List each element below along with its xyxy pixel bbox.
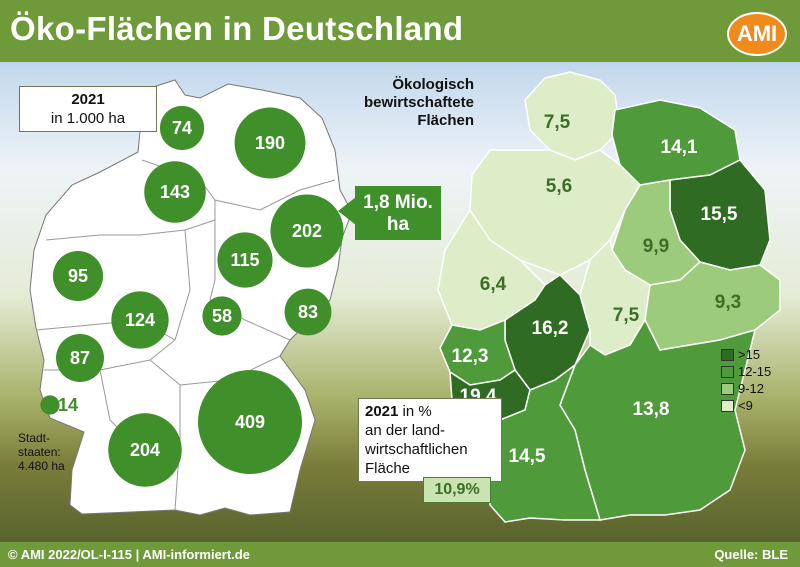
total-pointer	[338, 197, 356, 225]
bubble-12	[108, 413, 182, 487]
bubble-label-0: 74	[172, 118, 192, 138]
bubble-8	[284, 288, 332, 336]
region-label-11: 13,8	[633, 399, 670, 420]
bubble-3	[270, 194, 344, 268]
legend-swatch-3	[721, 399, 734, 412]
region-label-7: 7,5	[613, 305, 640, 326]
page-title: Öko-Flächen in Deutschland	[10, 10, 464, 47]
bubble-map-heading: 2021 in 1.000 ha	[19, 86, 157, 132]
legend-label-1: 12-15	[738, 364, 772, 379]
region-label-6: 16,2	[532, 318, 569, 339]
share-line2: an der land-	[365, 422, 446, 439]
stadtstaaten-line3: 4.480 ha	[18, 459, 65, 473]
bubble-label-5: 95	[68, 266, 88, 286]
bubble-9	[56, 334, 104, 382]
total-area-box: 1,8 Mio. ha	[355, 186, 441, 240]
bubble-label-1: 190	[255, 133, 285, 153]
region-label-8: 9,3	[715, 292, 741, 313]
legend-item-3: <9	[721, 397, 771, 414]
bubble-label-7: 58	[212, 306, 232, 326]
legend-label-2: 9-12	[738, 381, 765, 396]
legend-item-0: >15	[721, 346, 771, 363]
legend-label-0: >15	[738, 347, 761, 362]
legend-label-3: <9	[738, 398, 753, 413]
share-map-title: Ökologisch bewirtschaftete Flächen	[352, 76, 474, 130]
region-layer	[437, 71, 781, 523]
legend: >15 12-15 9-12 <9	[721, 346, 771, 414]
total-line2: ha	[386, 214, 410, 235]
region-label-5: 6,4	[480, 274, 507, 295]
share-title-line1: Ökologisch	[392, 76, 474, 93]
bubble-2	[144, 161, 206, 223]
stadtstaaten-line2: staaten:	[18, 445, 61, 459]
share-title-line2: bewirtschaftete	[363, 94, 474, 111]
bubble-label-11: 409	[235, 412, 265, 432]
share-year: 2021	[365, 403, 399, 420]
stadtstaaten-line1: Stadt-	[18, 431, 51, 445]
bubble-label-8: 83	[298, 302, 318, 322]
ami-logo: AMI	[727, 12, 787, 56]
bubble-label-6: 124	[125, 310, 155, 330]
legend-swatch-2	[721, 382, 734, 395]
region-label-3: 15,5	[701, 204, 738, 225]
footer-credit: © AMI 2022/OL-I-115 | AMI-informiert.de	[8, 547, 250, 562]
bubble-5	[52, 250, 104, 302]
bubble-label-4: 115	[230, 250, 259, 270]
share-line3: wirtschaftlichen	[365, 441, 468, 458]
national-share-badge: 10,9%	[423, 477, 491, 503]
footer-bar	[0, 542, 800, 567]
share-map-heading: 2021 in % an der land- wirtschaftlichen …	[358, 398, 502, 482]
footer-source: Quelle: BLE	[714, 547, 788, 562]
total-line1: 1,8 Mio.	[363, 192, 433, 213]
bubble-4	[217, 232, 273, 288]
region-label-1: 14,1	[661, 137, 698, 158]
heading-year: 2021	[71, 91, 105, 108]
bubble-label-10: 14	[58, 395, 78, 415]
region-label-12: 14,5	[509, 446, 546, 467]
legend-swatch-0	[721, 348, 734, 361]
legend-swatch-1	[721, 365, 734, 378]
bubble-11	[198, 370, 302, 474]
region-label-4: 9,9	[643, 236, 669, 257]
bubble-label-3: 202	[292, 221, 322, 241]
bubble-label-9: 87	[70, 348, 90, 368]
bubble-label-12: 204	[130, 440, 160, 460]
share-line4: Fläche	[365, 460, 411, 477]
region-0	[524, 71, 621, 161]
bubble-label-2: 143	[160, 182, 190, 202]
heading-unit: in 1.000 ha	[50, 110, 126, 127]
region-label-2: 5,6	[546, 176, 572, 197]
region-label-layer: 7,514,15,615,59,96,416,27,59,312,319,413…	[452, 112, 742, 467]
bubble-layer: 74 190 143 202 115 95 124 58 83 87 14 409 204	[40, 105, 344, 487]
region-label-0: 7,5	[544, 112, 571, 133]
bubble-1	[234, 107, 306, 179]
region-label-9: 12,3	[452, 346, 489, 367]
title-bar	[0, 0, 800, 62]
stadtstaaten-note: Stadt- staaten: 4.480 ha	[18, 431, 65, 473]
share-line1: in %	[402, 403, 432, 420]
bubble-10	[40, 395, 60, 415]
bubble-7	[202, 296, 242, 336]
legend-item-1: 12-15	[721, 363, 771, 380]
bubble-6	[111, 291, 169, 349]
legend-item-2: 9-12	[721, 380, 771, 397]
bubble-0	[159, 105, 205, 151]
share-title-line3: Flächen	[417, 112, 474, 129]
